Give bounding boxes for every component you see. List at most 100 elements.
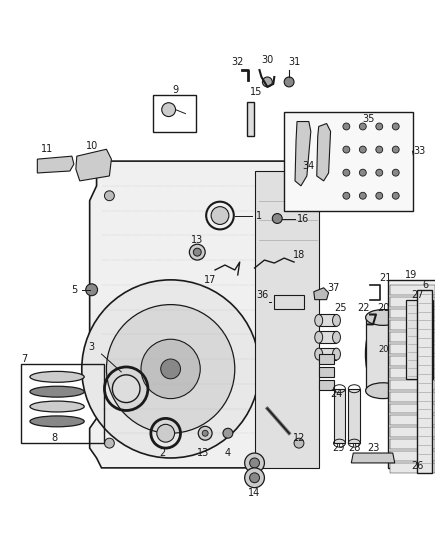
Bar xyxy=(390,309,435,318)
Bar xyxy=(390,356,435,366)
Circle shape xyxy=(141,339,200,399)
Circle shape xyxy=(343,146,350,153)
Circle shape xyxy=(113,375,140,402)
Bar xyxy=(390,439,435,449)
Text: 37: 37 xyxy=(327,283,340,293)
Ellipse shape xyxy=(332,314,340,326)
Text: 4: 4 xyxy=(225,448,231,458)
Bar xyxy=(390,332,435,342)
Ellipse shape xyxy=(366,383,400,399)
Circle shape xyxy=(193,248,201,256)
Bar xyxy=(319,380,333,390)
Bar xyxy=(153,95,196,132)
Ellipse shape xyxy=(332,348,340,360)
Circle shape xyxy=(211,207,229,224)
Circle shape xyxy=(157,424,175,442)
Circle shape xyxy=(250,473,259,483)
Text: 28: 28 xyxy=(348,443,360,453)
Text: 16: 16 xyxy=(297,214,309,223)
Circle shape xyxy=(392,123,399,130)
Bar xyxy=(254,171,319,468)
Ellipse shape xyxy=(315,332,323,343)
Bar xyxy=(319,354,333,364)
Text: 31: 31 xyxy=(288,57,300,67)
Text: 2: 2 xyxy=(159,448,166,458)
Circle shape xyxy=(376,146,383,153)
Ellipse shape xyxy=(332,332,340,343)
Circle shape xyxy=(359,146,366,153)
Ellipse shape xyxy=(30,386,84,397)
Circle shape xyxy=(250,458,259,468)
Circle shape xyxy=(392,169,399,176)
Polygon shape xyxy=(37,156,74,173)
Text: 9: 9 xyxy=(173,85,179,95)
Ellipse shape xyxy=(30,372,84,382)
Polygon shape xyxy=(295,122,311,186)
Circle shape xyxy=(245,468,265,488)
Bar xyxy=(390,415,435,425)
Circle shape xyxy=(359,192,366,199)
Circle shape xyxy=(359,169,366,176)
Text: 27: 27 xyxy=(411,290,424,300)
Bar xyxy=(406,300,433,379)
Ellipse shape xyxy=(366,310,400,325)
Text: 1: 1 xyxy=(256,211,262,221)
Circle shape xyxy=(376,169,383,176)
Text: 20: 20 xyxy=(378,345,389,353)
Text: 23: 23 xyxy=(367,443,379,453)
Circle shape xyxy=(392,192,399,199)
Circle shape xyxy=(343,169,350,176)
Text: 36: 36 xyxy=(256,290,268,300)
Text: 11: 11 xyxy=(41,144,53,154)
Text: 30: 30 xyxy=(261,55,273,65)
Circle shape xyxy=(198,426,212,440)
Text: 14: 14 xyxy=(248,488,261,498)
Circle shape xyxy=(189,244,205,260)
Bar xyxy=(390,297,435,306)
Text: 26: 26 xyxy=(411,461,424,471)
Bar xyxy=(390,380,435,390)
Text: 7: 7 xyxy=(21,354,28,364)
Circle shape xyxy=(392,146,399,153)
Polygon shape xyxy=(90,161,319,468)
Circle shape xyxy=(162,103,176,117)
Polygon shape xyxy=(76,149,111,181)
Ellipse shape xyxy=(315,348,323,360)
Text: 18: 18 xyxy=(293,250,305,260)
Circle shape xyxy=(223,429,233,438)
Text: 8: 8 xyxy=(51,433,57,443)
Bar xyxy=(390,285,435,295)
Text: 20: 20 xyxy=(378,303,390,312)
Ellipse shape xyxy=(366,314,400,394)
Circle shape xyxy=(82,280,259,458)
Bar xyxy=(333,389,346,443)
Bar xyxy=(390,427,435,437)
Bar xyxy=(319,367,333,377)
Text: 13: 13 xyxy=(197,448,209,458)
Circle shape xyxy=(105,191,114,201)
Circle shape xyxy=(106,304,235,433)
Bar xyxy=(390,463,435,473)
Text: 29: 29 xyxy=(332,443,345,453)
Bar xyxy=(417,290,432,473)
Text: 34: 34 xyxy=(303,161,315,171)
Circle shape xyxy=(105,438,114,448)
Text: 10: 10 xyxy=(85,141,98,151)
Bar xyxy=(388,280,437,468)
Bar xyxy=(390,368,435,378)
Text: 5: 5 xyxy=(71,285,77,295)
Circle shape xyxy=(376,192,383,199)
Circle shape xyxy=(343,192,350,199)
Bar xyxy=(274,295,304,309)
Text: 33: 33 xyxy=(413,146,426,156)
Text: 15: 15 xyxy=(251,87,263,97)
Polygon shape xyxy=(314,288,328,300)
Text: 3: 3 xyxy=(88,342,95,352)
Circle shape xyxy=(284,77,294,87)
Circle shape xyxy=(294,438,304,448)
Ellipse shape xyxy=(30,416,84,427)
Polygon shape xyxy=(317,124,331,181)
Text: 6: 6 xyxy=(422,280,428,290)
Bar xyxy=(21,364,105,443)
Bar xyxy=(390,392,435,401)
